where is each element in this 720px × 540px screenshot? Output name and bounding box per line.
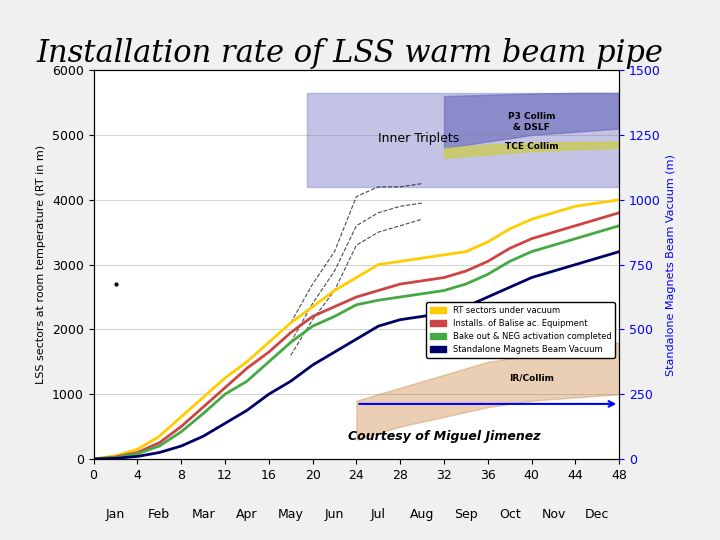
Text: Oct: Oct: [499, 508, 521, 521]
Text: Feb: Feb: [148, 508, 171, 521]
Y-axis label: LSS sectors at room temperature (RT in m): LSS sectors at room temperature (RT in m…: [36, 145, 46, 384]
Text: May: May: [278, 508, 304, 521]
Text: Dec: Dec: [585, 508, 610, 521]
Text: Jun: Jun: [325, 508, 344, 521]
Y-axis label: Standalone Magnets Beam Vacuum (m): Standalone Magnets Beam Vacuum (m): [666, 154, 676, 375]
Text: Inner Triplets: Inner Triplets: [378, 132, 459, 145]
Text: Courtesy of Miguel Jimenez: Courtesy of Miguel Jimenez: [348, 430, 540, 443]
Text: Aug: Aug: [410, 508, 434, 521]
Text: TCE Collim: TCE Collim: [505, 142, 559, 151]
Text: IR/Collim: IR/Collim: [509, 374, 554, 382]
Text: P3 Collim
& DSLF: P3 Collim & DSLF: [508, 112, 555, 132]
Text: Mar: Mar: [192, 508, 215, 521]
Text: Sep: Sep: [454, 508, 477, 521]
Legend: RT sectors under vacuum, Installs. of Balise ac. Equipment, Bake out & NEG activ: RT sectors under vacuum, Installs. of Ba…: [426, 302, 615, 357]
Text: Installation rate of LSS warm beam pipe: Installation rate of LSS warm beam pipe: [36, 38, 663, 69]
Text: Apr: Apr: [236, 508, 258, 521]
Text: Jan: Jan: [106, 508, 125, 521]
Text: Nov: Nov: [541, 508, 566, 521]
Text: Jul: Jul: [371, 508, 386, 521]
